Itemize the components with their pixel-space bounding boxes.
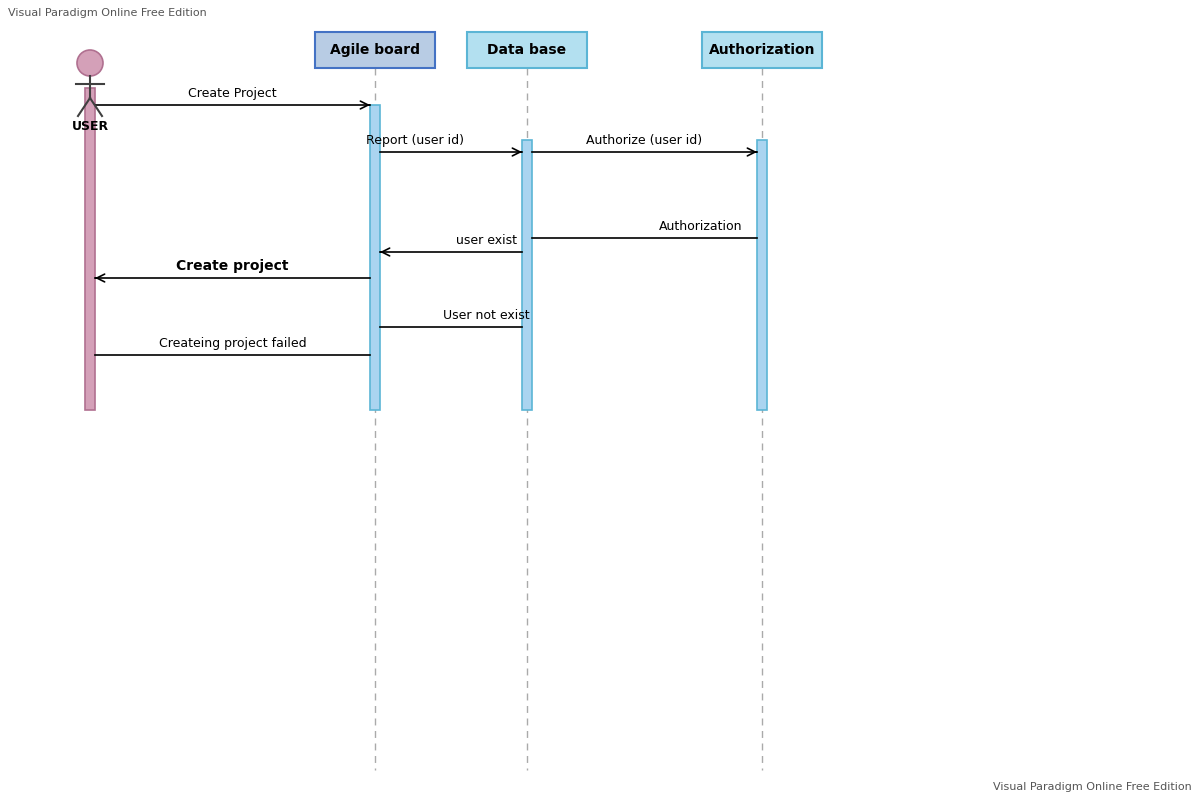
Bar <box>85 88 95 410</box>
Text: Report (user id): Report (user id) <box>366 134 464 147</box>
Bar <box>467 32 587 68</box>
Text: Authorize (user id): Authorize (user id) <box>587 134 702 147</box>
Text: User not exist: User not exist <box>443 309 530 322</box>
Text: Visual Paradigm Online Free Edition: Visual Paradigm Online Free Edition <box>8 8 206 18</box>
Bar <box>314 32 436 68</box>
Bar <box>757 140 767 410</box>
Text: Authorization: Authorization <box>709 43 815 57</box>
Text: Create project: Create project <box>176 259 289 273</box>
Text: Createing project failed: Createing project failed <box>158 337 306 350</box>
Bar <box>522 140 532 410</box>
Text: Data base: Data base <box>487 43 566 57</box>
Text: user exist: user exist <box>456 234 517 247</box>
Circle shape <box>77 50 103 76</box>
Text: Authorization: Authorization <box>659 220 743 233</box>
Text: Create Project: Create Project <box>188 87 277 100</box>
Bar <box>702 32 822 68</box>
Text: Agile board: Agile board <box>330 43 420 57</box>
Text: Visual Paradigm Online Free Edition: Visual Paradigm Online Free Edition <box>994 782 1192 792</box>
Bar <box>370 105 380 410</box>
Text: USER: USER <box>72 120 108 133</box>
